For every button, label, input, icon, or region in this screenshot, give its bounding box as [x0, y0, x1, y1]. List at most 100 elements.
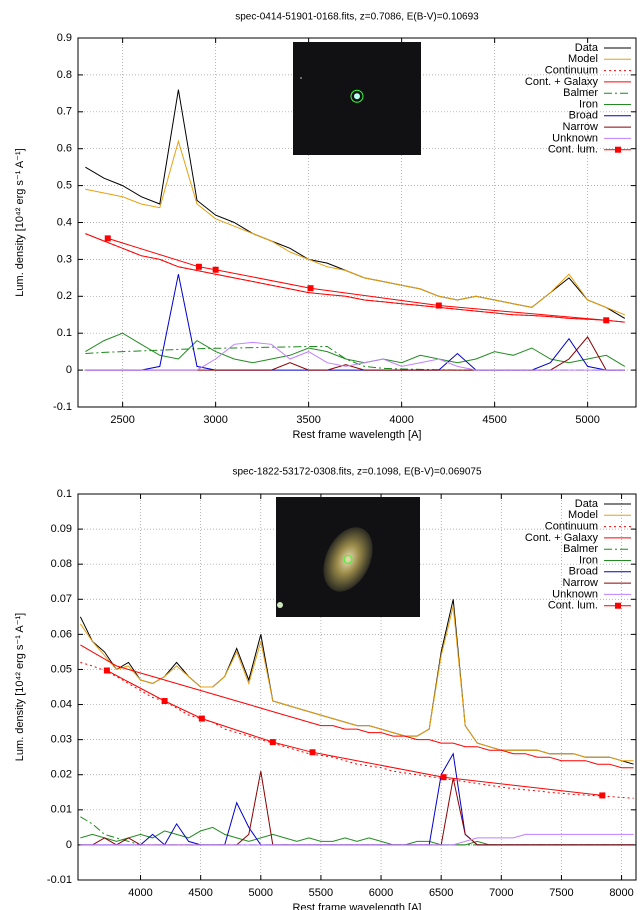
series-line	[79, 606, 634, 762]
y-tick-label: -0.1	[53, 401, 72, 413]
x-tick-label: 4000	[128, 887, 152, 899]
y-tick-label: -0.01	[47, 874, 72, 886]
x-axis-label: Rest frame wavelength [A]	[292, 429, 421, 441]
series-line	[107, 237, 607, 321]
legend-label: Cont. lum.	[548, 600, 598, 612]
legend-label: Cont. + Galaxy	[525, 76, 599, 88]
chart-title: spec-1822-53172-0308.fits, z=0.1098, E(B…	[232, 467, 481, 478]
x-tick-label: 8000	[609, 887, 633, 899]
series-line	[85, 139, 625, 316]
series-line	[85, 346, 625, 371]
y-tick-label: 0.01	[51, 804, 72, 816]
star	[300, 77, 302, 79]
legend-label: Broad	[569, 110, 598, 122]
legend-label: Balmer	[563, 543, 598, 555]
legend-label: Narrow	[563, 121, 599, 133]
y-axis-label: Lum. density [10⁴² erg s⁻¹ A⁻¹]	[14, 613, 26, 761]
x-tick-label: 5000	[249, 887, 273, 899]
y-tick-label: 0.06	[51, 628, 72, 640]
legend-label: Continuum	[545, 65, 598, 77]
x-tick-label: 6000	[369, 887, 393, 899]
cont-lum-point	[103, 667, 110, 674]
cont-lum-point	[309, 749, 316, 756]
legend-label: Iron	[579, 554, 598, 566]
x-tick-label: 6500	[429, 887, 453, 899]
legend-marker	[615, 602, 621, 609]
y-tick-label: 0.3	[57, 253, 72, 265]
y-tick-label: 0.09	[51, 523, 72, 535]
legend-label: Broad	[569, 566, 598, 578]
target	[354, 93, 360, 100]
plot-frame	[77, 37, 637, 408]
series-line	[80, 661, 634, 799]
y-axis-label: Lum. density [10⁴² erg s⁻¹ A⁻¹]	[14, 148, 26, 296]
y-tick-label: 0.9	[57, 32, 72, 44]
y-tick-label: 0.7	[57, 106, 72, 118]
y-tick-label: 0	[66, 364, 72, 376]
y-tick-label: 0.04	[51, 698, 72, 710]
legend-label: Unknown	[552, 588, 598, 600]
legend-label: Continuum	[545, 521, 598, 533]
y-tick-label: 0.5	[57, 180, 72, 192]
series-line	[80, 826, 634, 846]
galaxy	[323, 527, 373, 592]
cont-lum-point	[599, 792, 606, 799]
y-tick-label: 0.6	[57, 143, 72, 155]
legend-label: Cont. + Galaxy	[525, 532, 599, 544]
x-tick-label: 4500	[482, 414, 506, 426]
series-line	[85, 233, 625, 323]
cont-lum-point	[307, 285, 314, 292]
y-tick-label: 0.03	[51, 734, 72, 746]
series-line	[80, 771, 634, 846]
cont-lum-point	[212, 266, 219, 273]
chart-title: spec-0414-51901-0168.fits, z=0.7086, E(B…	[235, 12, 479, 23]
y-tick-label: 0.1	[57, 327, 72, 339]
x-tick-label: 2500	[110, 414, 134, 426]
legend-marker	[615, 146, 621, 153]
y-tick-label: 0.05	[51, 663, 72, 675]
legend-label: Data	[575, 42, 599, 54]
plot-lines	[85, 89, 626, 371]
series-line	[106, 670, 603, 796]
series-line	[85, 233, 625, 323]
x-tick-label: 4500	[188, 887, 212, 899]
legend-label: Balmer	[563, 87, 598, 99]
series-line	[79, 599, 634, 765]
cont-lum-point	[603, 317, 610, 324]
x-tick-label: 3000	[203, 414, 227, 426]
series-line	[85, 341, 625, 371]
y-tick-label: 0.4	[57, 216, 72, 228]
series-line	[80, 833, 634, 846]
x-tick-label: 5000	[575, 414, 599, 426]
cont-lum-point	[269, 739, 276, 746]
cont-lum-point	[195, 263, 202, 270]
legend-label: Cont. lum.	[548, 144, 598, 156]
y-tick-label: 0.07	[51, 593, 72, 605]
y-tick-label: 0.02	[51, 769, 72, 781]
cont-lum-point	[440, 774, 447, 781]
target-ring	[350, 89, 364, 103]
series-line	[85, 332, 626, 367]
plot-lines	[79, 599, 634, 846]
plot-frame	[77, 493, 637, 881]
x-axis-label: Rest frame wavelength [A]	[292, 902, 421, 910]
legend-label: Model	[568, 509, 598, 521]
x-tick-label: 7000	[489, 887, 513, 899]
cont-lum-point	[104, 235, 111, 242]
x-tick-label: 5500	[309, 887, 333, 899]
y-tick-label: 0	[66, 839, 72, 851]
y-tick-label: 0.1	[57, 488, 72, 500]
cont-lum-point	[198, 715, 205, 722]
y-tick-label: 0.8	[57, 69, 72, 81]
star	[277, 602, 283, 608]
cont-lum-point	[161, 698, 168, 705]
legend-label: Data	[575, 498, 599, 510]
x-tick-label: 4000	[389, 414, 413, 426]
legend-label: Model	[568, 53, 598, 65]
series-line	[80, 816, 634, 846]
x-tick-label: 7500	[549, 887, 573, 899]
cont-lum-point	[435, 302, 442, 309]
legend-label: Iron	[579, 98, 598, 110]
y-tick-label: 0.08	[51, 558, 72, 570]
